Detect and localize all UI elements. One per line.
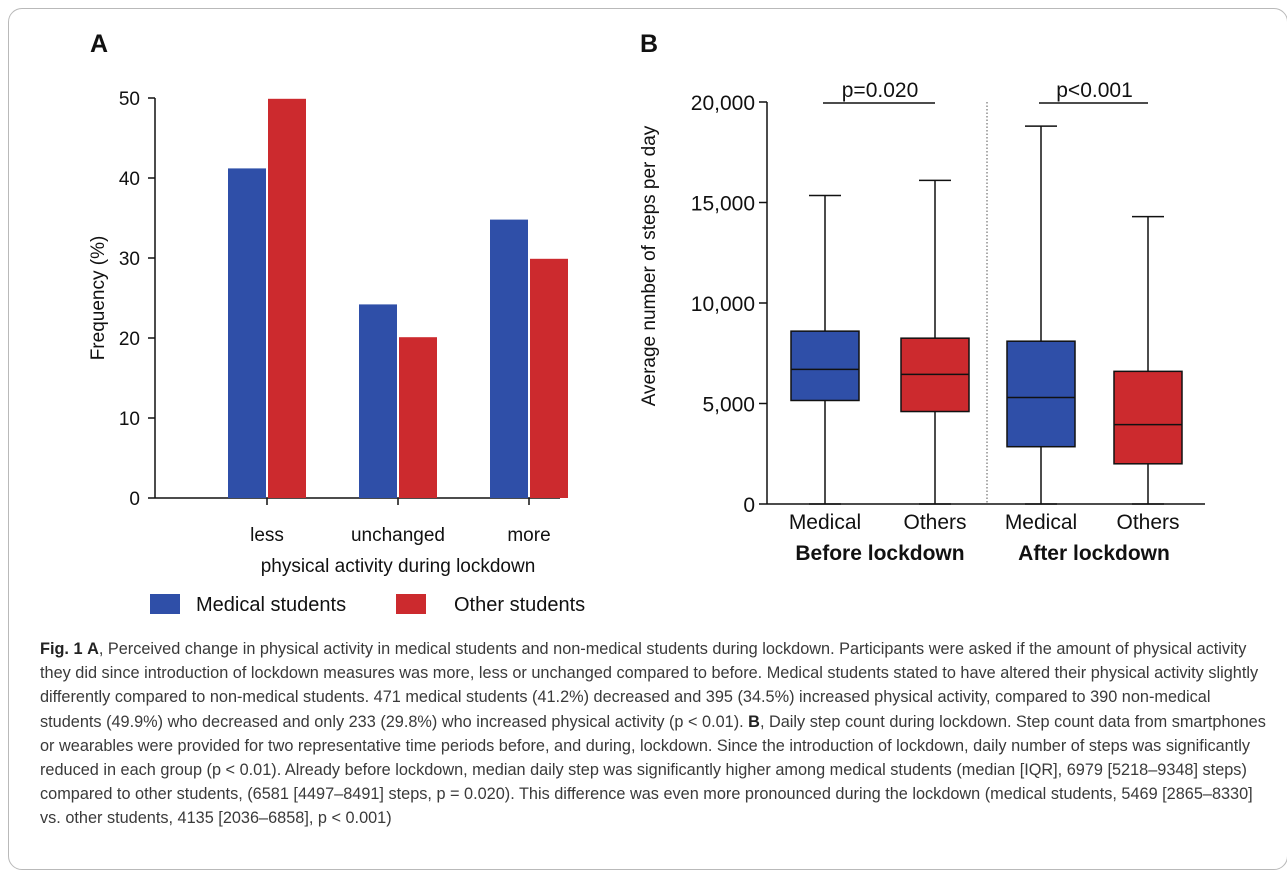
figure-caption: Fig. 1 A, Perceived change in physical a… xyxy=(40,637,1272,831)
panel-b-label: B xyxy=(640,30,659,58)
panel-a-label: A xyxy=(90,30,109,58)
caption-panel-a-ref: A xyxy=(87,640,99,658)
legend-label-medical: Medical students xyxy=(196,594,347,616)
y-tick-label: 0 xyxy=(129,489,140,510)
caption-text-a: , Perceived change in physical activity … xyxy=(40,640,1259,731)
x-axis-label: physical activity during lockdown xyxy=(261,556,536,577)
axes: 0 10 20 30 40 50 less unchanged more xyxy=(119,89,560,546)
y-tick-label: 10 xyxy=(119,409,140,430)
legend-label-other: Other students xyxy=(454,594,586,616)
bar-medical-students-more xyxy=(490,219,528,498)
caption-panel-b-ref: B xyxy=(748,712,760,731)
bars xyxy=(228,98,568,499)
y-tick-label: 40 xyxy=(119,169,140,190)
legend: Medical students Other students xyxy=(150,590,670,620)
x-tick-label: more xyxy=(507,525,550,546)
caption-text-b: , Daily step count during lockdown. Step… xyxy=(40,712,1266,828)
bar-other-students-more xyxy=(530,258,568,498)
bar-other-students-less xyxy=(268,98,306,499)
bar-other-students-unchanged xyxy=(399,337,437,498)
bar-medical-students-less xyxy=(228,168,266,498)
bar-medical-students-unchanged xyxy=(359,304,397,498)
y-tick-label: 20 xyxy=(119,329,140,350)
caption-figure-number: Fig. 1 xyxy=(40,640,83,658)
x-tick-label: unchanged xyxy=(351,525,445,546)
y-tick-label: 30 xyxy=(119,249,140,270)
legend-swatch-other xyxy=(396,594,426,614)
legend-swatch-medical xyxy=(150,594,180,614)
y-tick-label: 50 xyxy=(119,89,140,110)
y-axis-label: Frequency (%) xyxy=(88,236,109,361)
x-tick-label: less xyxy=(250,525,284,546)
figure-frame xyxy=(8,8,1287,870)
